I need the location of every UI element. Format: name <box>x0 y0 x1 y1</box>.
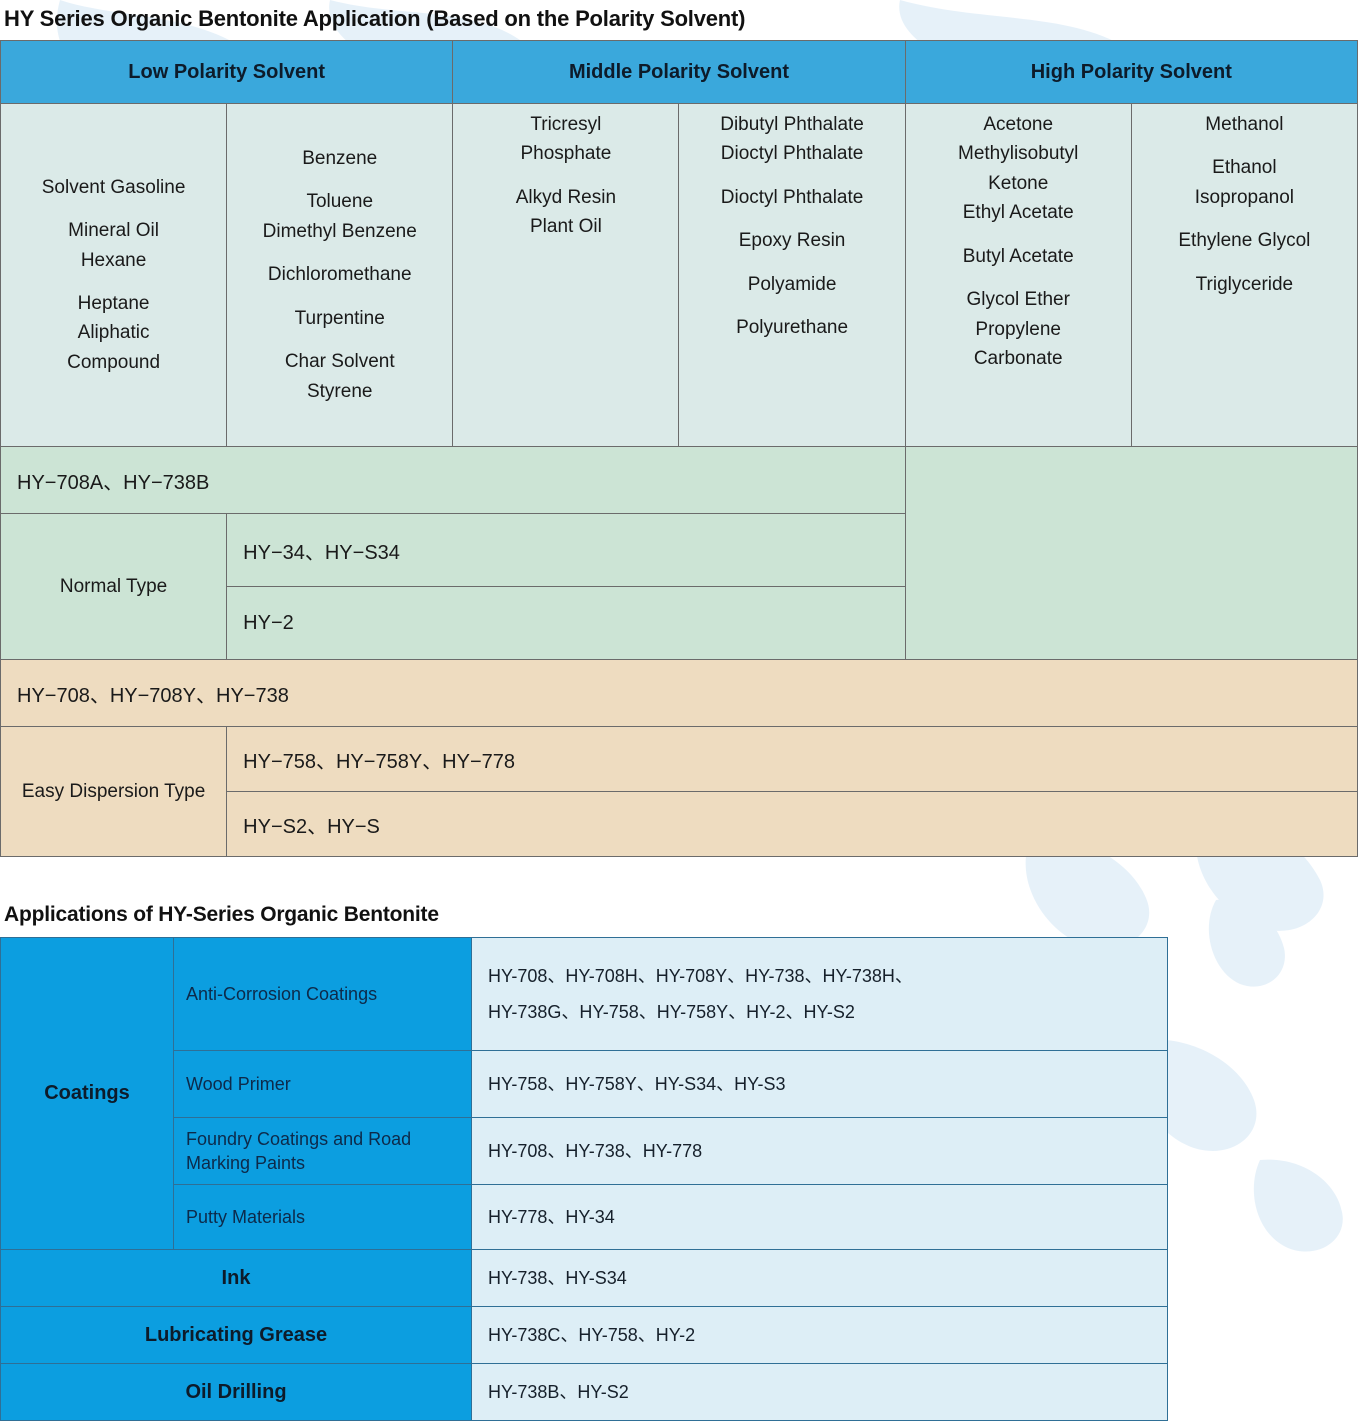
easy-dispersion-value-2: HY−S2、HY−S <box>226 791 1358 857</box>
table1-header-row: Low Polarity Solvent Middle Polarity Sol… <box>0 40 1358 104</box>
value-anti-corrosion-coatings: HY-708、HY-708H、HY-708Y、HY-738、HY-738H、 H… <box>471 937 1168 1051</box>
table-row: Ink HY-738、HY-S34 <box>0 1249 1168 1307</box>
table2-title: Applications of HY-Series Organic Benton… <box>4 903 439 926</box>
subcategory-anti-corrosion-coatings: Anti-Corrosion Coatings <box>173 937 472 1051</box>
group-header-high-polarity: High Polarity Solvent <box>904 40 1358 104</box>
value-lubricating-grease: HY-738C、HY-758、HY-2 <box>471 1306 1168 1364</box>
group-header-low-polarity: Low Polarity Solvent <box>0 40 454 104</box>
solvent-cell-high-1: Acetone Methylisobutyl Ketone Ethyl Acet… <box>904 103 1132 447</box>
table-row: Oil Drilling HY-738B、HY-S2 <box>0 1363 1168 1421</box>
subcategory-putty-materials: Putty Materials <box>173 1184 472 1250</box>
solvent-cell-low-1: Solvent Gasoline Mineral Oil Hexane Hept… <box>0 103 228 447</box>
value-foundry-coatings: HY-708、HY-738、HY-778 <box>471 1117 1168 1185</box>
solvent-cell-low-2: Benzene Toluene Dimethyl Benzene Dichlor… <box>226 103 454 447</box>
easy-dispersion-top-row: HY−708、HY−708Y、HY−738 <box>0 659 1358 727</box>
value-ink: HY-738、HY-S34 <box>471 1249 1168 1307</box>
normal-type-row-1: Normal Type HY−34、HY−S34 <box>0 513 1358 660</box>
category-oil-drilling: Oil Drilling <box>0 1363 472 1421</box>
normal-type-right-empty <box>904 446 1358 660</box>
easy-dispersion-row-2: HY−S2、HY−S <box>1 791 1358 857</box>
easy-dispersion-label: Easy Dispersion Type <box>0 726 228 857</box>
table-row: Foundry Coatings and Road Marking Paints… <box>1 1117 1168 1185</box>
subcategory-foundry-coatings: Foundry Coatings and Road Marking Paints <box>173 1117 472 1185</box>
normal-type-row-2: HY−2 <box>1 586 1358 660</box>
category-lubricating-grease: Lubricating Grease <box>0 1306 472 1364</box>
solvent-cell-high-2: Methanol Ethanol Isopropanol Ethylene Gl… <box>1130 103 1358 447</box>
category-ink: Ink <box>0 1249 472 1307</box>
value-line: HY-738G、HY-758、HY-758Y、HY-2、HY-S2 <box>488 1002 855 1022</box>
normal-type-value-2: HY−2 <box>226 586 906 660</box>
table-row: Lubricating Grease HY-738C、HY-758、HY-2 <box>0 1306 1168 1364</box>
value-wood-primer: HY-758、HY-758Y、HY-S34、HY-S3 <box>471 1050 1168 1118</box>
category-coatings: Coatings <box>0 937 174 1250</box>
subcategory-wood-primer: Wood Primer <box>173 1050 472 1118</box>
applications-table: Coatings Anti-Corrosion Coatings HY-708、… <box>0 937 1168 1421</box>
solvent-cell-middle-2: Dibutyl Phthalate Dioctyl Phthalate Dioc… <box>678 103 906 447</box>
polarity-solvent-table: Low Polarity Solvent Middle Polarity Sol… <box>0 40 1358 857</box>
table-row: Putty Materials HY-778、HY-34 <box>1 1184 1168 1250</box>
normal-type-label: Normal Type <box>0 513 228 660</box>
solvent-cell-middle-1: Tricresyl Phosphate Alkyd Resin Plant Oi… <box>452 103 680 447</box>
table-row: Wood Primer HY-758、HY-758Y、HY-S34、HY-S3 <box>1 1050 1168 1118</box>
value-line: HY-708、HY-708H、HY-708Y、HY-738、HY-738H、 <box>488 966 913 986</box>
normal-type-top-value: HY−708A、HY−738B <box>0 446 906 514</box>
easy-dispersion-top-value: HY−708、HY−708Y、HY−738 <box>0 659 1358 727</box>
table-row: Coatings Anti-Corrosion Coatings HY-708、… <box>0 937 1168 1250</box>
solvent-list-row: Solvent Gasoline Mineral Oil Hexane Hept… <box>0 103 1358 447</box>
easy-dispersion-value-1: HY−758、HY−758Y、HY−778 <box>226 726 1358 792</box>
value-putty-materials: HY-778、HY-34 <box>471 1184 1168 1250</box>
easy-dispersion-row-1: Easy Dispersion Type HY−758、HY−758Y、HY−7… <box>0 726 1358 857</box>
group-header-middle-polarity: Middle Polarity Solvent <box>452 40 906 104</box>
normal-type-top-row: HY−708A、HY−738B <box>0 446 1358 660</box>
value-oil-drilling: HY-738B、HY-S2 <box>471 1363 1168 1421</box>
normal-type-value-1: HY−34、HY−S34 <box>226 513 906 587</box>
section-spacer <box>0 857 1358 903</box>
table1-title: HY Series Organic Bentonite Application … <box>4 6 746 31</box>
